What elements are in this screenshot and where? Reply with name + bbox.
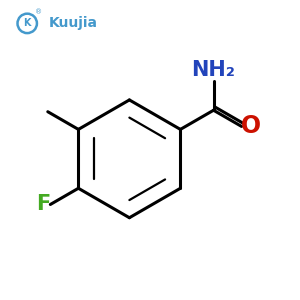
Text: F: F xyxy=(36,194,50,214)
Text: NH₂: NH₂ xyxy=(192,61,236,80)
Text: O: O xyxy=(241,114,261,138)
Text: K: K xyxy=(23,18,31,28)
Text: Kuujia: Kuujia xyxy=(49,16,98,30)
Text: ®: ® xyxy=(35,9,42,15)
